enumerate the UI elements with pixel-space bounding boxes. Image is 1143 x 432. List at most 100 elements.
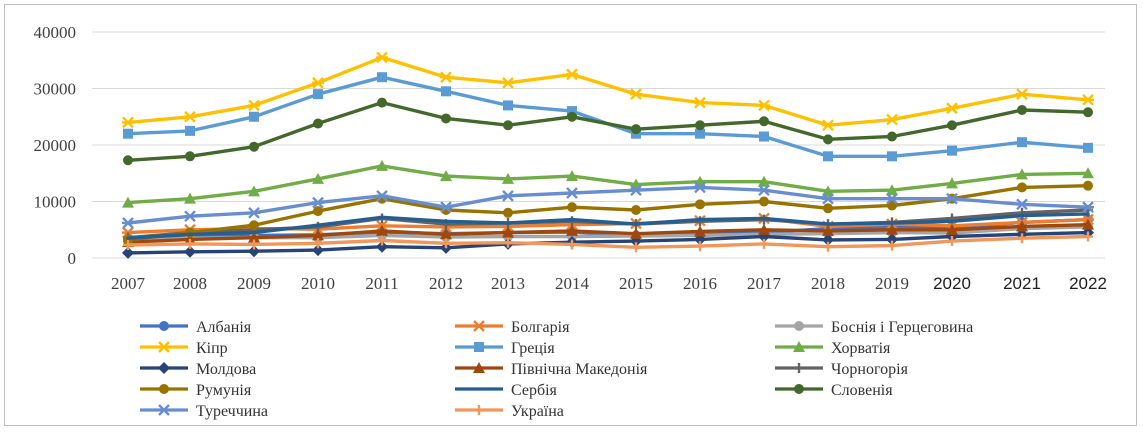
data-point <box>758 184 770 197</box>
legend-item: Греція <box>455 340 555 357</box>
data-point <box>566 224 578 236</box>
data-point <box>947 145 957 156</box>
data-point <box>474 342 484 352</box>
data-point <box>184 192 196 204</box>
legend-label: Кіпр <box>196 340 228 357</box>
x-tick-label: 2012 <box>429 274 463 293</box>
data-point <box>376 224 388 236</box>
data-point <box>312 229 324 241</box>
x-tick-label: 2017 <box>747 274 782 293</box>
data-point <box>122 196 134 208</box>
x-tick-label: 2020 <box>933 274 971 293</box>
series-line <box>126 55 1090 127</box>
data-point <box>823 241 833 252</box>
data-point <box>887 200 897 211</box>
data-point <box>886 184 898 196</box>
data-point <box>376 190 388 202</box>
series-line <box>126 183 1090 242</box>
data-point <box>567 239 577 250</box>
data-point <box>887 131 897 142</box>
data-point <box>822 192 834 205</box>
data-point <box>1083 142 1093 153</box>
legend-label: Сербія <box>511 382 558 399</box>
data-point <box>312 77 324 89</box>
data-point <box>695 241 705 252</box>
data-point <box>567 106 577 117</box>
data-point <box>887 240 897 251</box>
series-4 <box>122 51 1094 132</box>
data-point <box>886 223 898 235</box>
data-point <box>947 120 957 131</box>
data-point <box>794 321 804 331</box>
data-point <box>758 223 770 235</box>
data-point <box>1082 167 1094 179</box>
legend-item: Молдова <box>140 361 256 378</box>
data-point <box>502 226 514 238</box>
data-point <box>1016 168 1028 180</box>
data-point <box>376 240 388 253</box>
data-point <box>502 77 514 89</box>
x-axis: 2007 2008 2009 2010 2011 2012 2013 2014 2015 2016… <box>111 274 1107 293</box>
legend-label: Україна <box>511 403 564 420</box>
legend-item: Болгарія <box>455 319 570 336</box>
x-tick-label: 2014 <box>555 274 590 293</box>
legend-item: Північна Македонія <box>455 361 648 378</box>
data-point <box>946 102 958 115</box>
data-point <box>946 192 958 205</box>
x-tick-label: 2011 <box>365 274 398 293</box>
x-tick-label: 2010 <box>301 274 335 293</box>
legend-item: Албанія <box>140 319 252 336</box>
data-point <box>184 210 196 223</box>
data-point <box>123 240 133 251</box>
legend-label: Чорногорія <box>831 361 909 378</box>
data-point <box>1017 182 1027 193</box>
legend-item: Словенія <box>775 382 893 399</box>
data-point <box>886 113 898 126</box>
data-point <box>376 51 388 64</box>
data-point <box>793 341 805 352</box>
series-line <box>126 230 1090 255</box>
data-point <box>1017 233 1027 244</box>
legend-item: Румунія <box>140 382 252 399</box>
data-point <box>376 159 388 171</box>
data-point <box>377 235 387 246</box>
data-point <box>503 207 513 218</box>
data-point <box>758 175 770 187</box>
data-point <box>1082 201 1094 213</box>
data-point <box>185 151 195 162</box>
data-point <box>377 72 387 83</box>
data-point <box>248 185 260 197</box>
data-point <box>248 99 260 112</box>
legend-item: Україна <box>455 403 564 420</box>
series-line <box>126 222 1090 244</box>
data-point <box>1082 93 1094 106</box>
data-point <box>473 320 485 332</box>
data-point <box>473 362 485 373</box>
data-point <box>122 217 134 229</box>
legend-label: Боснія і Герцеговина <box>831 319 973 336</box>
data-point <box>249 220 259 231</box>
data-point <box>312 244 324 257</box>
data-point <box>566 187 578 199</box>
legend-label: Греція <box>511 340 555 357</box>
data-point <box>249 111 259 122</box>
data-point <box>946 177 958 189</box>
data-point <box>249 141 259 152</box>
legend-item: Кіпр <box>140 340 228 357</box>
data-point <box>184 245 196 258</box>
data-point <box>159 321 169 331</box>
data-point <box>313 238 323 249</box>
data-point <box>159 384 169 394</box>
series-line <box>126 75 1090 159</box>
legend-label: Туреччина <box>196 403 268 420</box>
data-point <box>1082 218 1094 230</box>
x-tick-label: 2022 <box>1069 274 1107 293</box>
x-tick-label: 2016 <box>683 274 717 293</box>
data-point <box>474 405 484 415</box>
legend-label: Словенія <box>831 382 893 399</box>
series-line <box>126 100 1090 163</box>
data-point <box>759 116 769 127</box>
data-point <box>631 124 641 135</box>
data-point <box>1083 231 1093 242</box>
y-axis: 0 10000 20000 30000 40000 <box>34 23 77 268</box>
